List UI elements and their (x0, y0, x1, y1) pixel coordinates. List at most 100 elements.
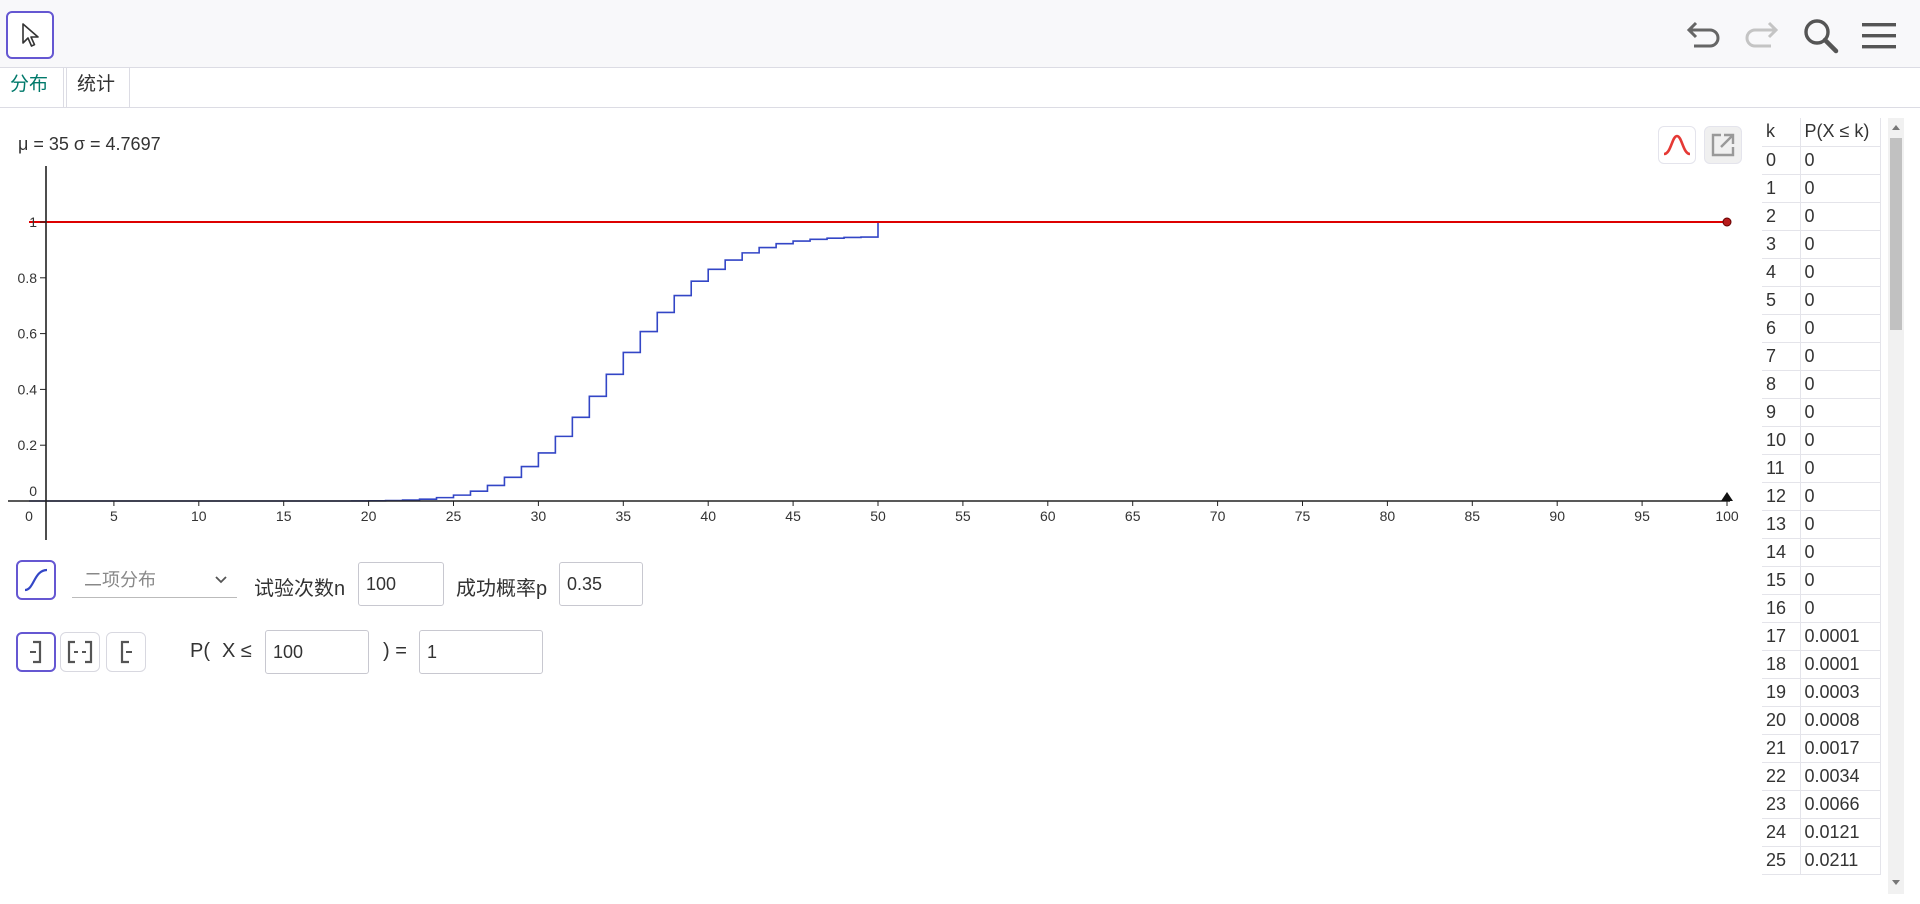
x-tick-label: 75 (1295, 508, 1311, 524)
table-row: 23 0.0066 (1762, 790, 1881, 819)
x-tick-label: 5 (110, 508, 118, 524)
y-tick-label: 0 (29, 483, 37, 499)
table-header-row: k P(X ≤ k) (1762, 118, 1881, 147)
x-tick-label: 65 (1125, 508, 1141, 524)
table-cell-prob: 0 (1800, 342, 1881, 371)
x-axis-arrow (1721, 492, 1733, 501)
table-cell-k: 5 (1762, 286, 1801, 315)
table-row: 10 0 (1762, 426, 1881, 455)
undo-button[interactable] (1680, 14, 1724, 58)
table-cell-prob: 0.0066 (1800, 790, 1881, 819)
table-cell-k: 4 (1762, 258, 1801, 287)
table-cell-k: 13 (1762, 510, 1801, 539)
table-cell-prob: 0 (1800, 202, 1881, 231)
table-row: 20 0.0008 (1762, 706, 1881, 735)
export-button[interactable] (1704, 126, 1742, 164)
table-cell-prob: 0.0121 (1800, 818, 1881, 847)
x-tick-label: 30 (531, 508, 547, 524)
table-row: 18 0.0001 (1762, 650, 1881, 679)
redo-icon (1745, 21, 1779, 48)
table-cell-k: 3 (1762, 230, 1801, 259)
redo-button[interactable] (1741, 14, 1785, 58)
column-header-k: k (1762, 118, 1801, 147)
table-cell-k: 18 (1762, 650, 1801, 679)
x-tick-label: 90 (1549, 508, 1565, 524)
search-button[interactable] (1799, 14, 1843, 58)
table-cell-k: 17 (1762, 622, 1801, 651)
normal-overlay-button[interactable] (1658, 126, 1696, 164)
y-tick-label: 0.8 (18, 270, 38, 286)
scroll-down-icon[interactable] (1890, 876, 1902, 890)
table-cell-prob: 0 (1800, 258, 1881, 287)
result-field[interactable]: 1 (419, 630, 543, 674)
success-prob-input[interactable]: 0.35 (559, 562, 643, 606)
table-cell-prob: 0 (1800, 538, 1881, 567)
table-cell-prob: 0 (1800, 174, 1881, 203)
cumulative-curve-icon (24, 568, 48, 592)
trials-label: 试验次数n (254, 578, 346, 600)
column-header-prob: P(X ≤ k) (1800, 118, 1881, 147)
table-cell-prob: 0 (1800, 482, 1881, 511)
cdf-step-line (29, 221, 1727, 502)
x-tick-label: 40 (700, 508, 716, 524)
chevron-down-icon (215, 576, 227, 584)
table-row: 12 0 (1762, 482, 1881, 511)
table-cell-prob: 0 (1800, 594, 1881, 623)
main-menu-button[interactable] (1857, 14, 1901, 58)
table-cell-k: 21 (1762, 734, 1801, 763)
table-cell-k: 6 (1762, 314, 1801, 343)
distribution-select[interactable]: 二项分布 (72, 564, 237, 598)
y-tick-label: 0.6 (18, 326, 38, 342)
move-tool-button[interactable] (6, 11, 54, 59)
x-tick-label: 85 (1465, 508, 1481, 524)
table-cell-k: 25 (1762, 846, 1801, 875)
table-cell-k: 1 (1762, 174, 1801, 203)
x-tick-label: 45 (785, 508, 801, 524)
undo-icon (1686, 21, 1720, 48)
interval-button[interactable] (60, 632, 100, 672)
table-row: 25 0.0211 (1762, 846, 1881, 875)
trials-input[interactable]: 100 (358, 562, 444, 606)
table-cell-prob: 0 (1800, 286, 1881, 315)
scroll-thumb[interactable] (1890, 138, 1902, 330)
scroll-up-icon[interactable] (1890, 120, 1902, 134)
table-row: 22 0.0034 (1762, 762, 1881, 791)
table-scrollbar[interactable] (1888, 118, 1904, 894)
table-row: 13 0 (1762, 510, 1881, 539)
cumulative-toggle-button[interactable] (16, 560, 56, 600)
table-cell-prob: 0 (1800, 398, 1881, 427)
cdf-chart[interactable]: 0 5 10 15 20 25 30 35 40 45 50 55 60 65 70 75 80 85 90 95 10… (0, 108, 1750, 548)
table-cell-k: 8 (1762, 370, 1801, 399)
table-cell-k: 15 (1762, 566, 1801, 595)
search-icon (1804, 19, 1839, 54)
table-cell-k: 24 (1762, 818, 1801, 847)
hamburger-menu-icon (1862, 23, 1896, 49)
table-cell-prob: 0.0003 (1800, 678, 1881, 707)
x-tick-label: 80 (1380, 508, 1396, 524)
tab-bar: 分布 统计 (0, 68, 1920, 108)
right-sided-button[interactable] (106, 632, 146, 672)
table-cell-prob: 0.0211 (1800, 846, 1881, 875)
distribution-select-value: 二项分布 (84, 570, 156, 590)
tab-distribution[interactable]: 分布 (0, 68, 64, 107)
x-tick-label: 60 (1040, 508, 1056, 524)
probability-table-panel[interactable]: k P(X ≤ k) 0 0 1 0 2 0 3 0 4 0 5 0 6 0 7 0 8 0 9 0 10 0 11 0 12 0… (1762, 118, 1882, 904)
tab-statistics[interactable]: 统计 (66, 68, 130, 107)
two-sided-interval-icon (67, 640, 93, 664)
toolbar (0, 0, 1920, 68)
table-cell-prob: 0 (1800, 426, 1881, 455)
y-tick-label: 0.2 (18, 437, 38, 453)
table-cell-prob: 0.0001 (1800, 650, 1881, 679)
x-tick-label: 50 (870, 508, 886, 524)
left-sided-button[interactable] (16, 632, 56, 672)
bound-marker-point (1722, 217, 1732, 227)
y-tick-label: 0.4 (18, 381, 38, 397)
bound-input[interactable]: 100 (265, 630, 369, 674)
pointer-arrow-icon (22, 23, 39, 47)
table-cell-k: 7 (1762, 342, 1801, 371)
table-cell-prob: 0 (1800, 566, 1881, 595)
